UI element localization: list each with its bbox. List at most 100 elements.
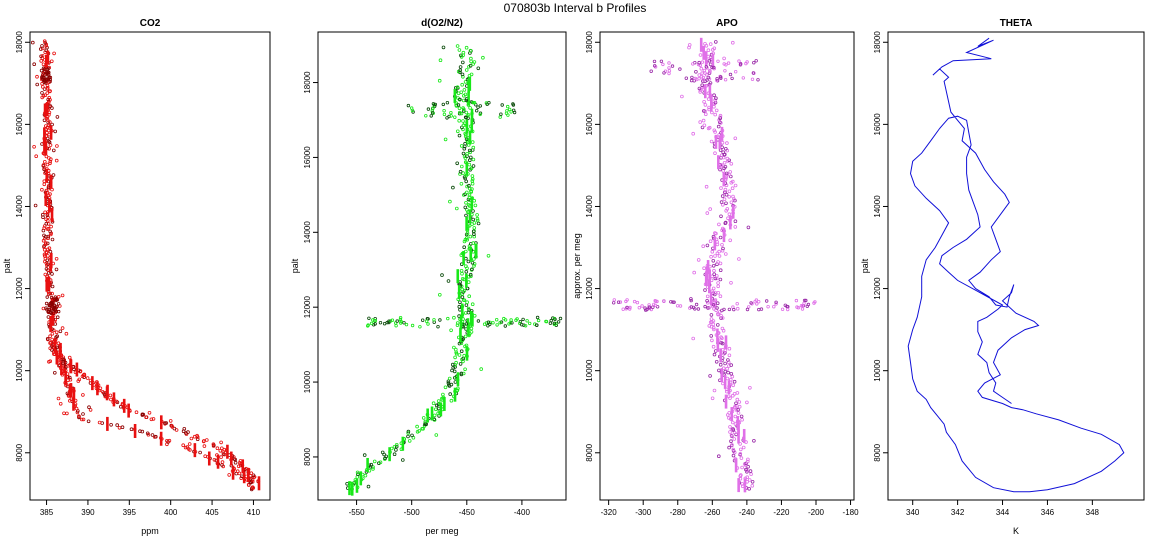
apo-band-point bbox=[786, 307, 790, 312]
co2-data-point bbox=[221, 452, 226, 456]
apo-data-point bbox=[728, 170, 732, 174]
apo-data-point bbox=[744, 467, 748, 472]
co2-data-point bbox=[167, 438, 172, 443]
apo-data-point bbox=[738, 447, 743, 452]
o2n2-data-point bbox=[467, 148, 472, 153]
apo-data-point bbox=[733, 414, 738, 419]
apo-top-point bbox=[704, 65, 708, 69]
apo-data-point bbox=[708, 62, 713, 67]
co2-data-point bbox=[42, 237, 47, 241]
o2n2-data-point bbox=[453, 355, 457, 360]
o2n2-top-point bbox=[410, 108, 415, 113]
o2n2-data-point bbox=[466, 203, 471, 207]
o2n2-data-point bbox=[464, 190, 469, 195]
co2-data-point bbox=[56, 396, 61, 401]
apo-band-point bbox=[649, 307, 653, 312]
o2n2-data-point bbox=[440, 273, 444, 277]
o2n2-data-point bbox=[466, 280, 471, 284]
apo-data-point bbox=[702, 100, 706, 104]
o2n2-data-point bbox=[472, 264, 476, 268]
apo-data-point bbox=[711, 319, 716, 323]
apo-data-point bbox=[710, 338, 714, 343]
apo-data-point bbox=[720, 326, 725, 331]
o2n2-data-point bbox=[457, 133, 462, 138]
o2n2-top-point bbox=[458, 97, 462, 102]
apo-data-point bbox=[701, 118, 706, 123]
co2-data-point bbox=[163, 421, 167, 425]
apo-data-point bbox=[714, 359, 719, 364]
apo-data-point bbox=[698, 120, 702, 124]
apo-data-point bbox=[730, 40, 735, 45]
o2n2-data-point bbox=[458, 65, 463, 69]
o2n2-data-point bbox=[468, 106, 472, 110]
theta-panel-title: THETA bbox=[1000, 18, 1033, 29]
apo-band-point bbox=[772, 305, 776, 309]
o2n2-data-point bbox=[454, 206, 459, 211]
co2-data-point bbox=[222, 447, 227, 452]
apo-data-point bbox=[697, 73, 702, 77]
o2n2-data-point bbox=[465, 300, 469, 305]
apo-band-point bbox=[628, 307, 632, 311]
o2n2-data-point bbox=[463, 141, 467, 146]
o2n2-band-point bbox=[491, 321, 495, 325]
co2-data-point bbox=[35, 82, 39, 87]
co2-data-point bbox=[74, 406, 79, 411]
o2n2-data-point bbox=[432, 413, 437, 418]
co2-plot-frame bbox=[29, 31, 271, 501]
co2-data-point bbox=[55, 144, 59, 148]
o2n2-y-tick-label: 16000 bbox=[303, 146, 312, 169]
apo-data-point bbox=[746, 225, 751, 230]
co2-data-point bbox=[44, 43, 48, 48]
apo-band-point bbox=[651, 305, 655, 309]
o2n2-data-point bbox=[421, 426, 425, 431]
o2n2-data-point bbox=[463, 92, 468, 97]
apo-data-point bbox=[709, 313, 714, 317]
o2n2-data-point bbox=[467, 158, 472, 163]
co2-data-point bbox=[50, 237, 55, 242]
apo-data-point bbox=[729, 280, 733, 285]
apo-band-point bbox=[813, 300, 817, 304]
apo-band-point bbox=[732, 307, 736, 312]
apo-band-point bbox=[635, 300, 640, 305]
co2-y-tick-label: 8000 bbox=[15, 443, 24, 461]
co2-data-point bbox=[232, 457, 237, 461]
o2n2-data-point bbox=[410, 433, 414, 438]
apo-band-point bbox=[802, 301, 806, 306]
o2n2-band-point bbox=[523, 324, 528, 328]
o2n2-data-point bbox=[457, 304, 462, 309]
co2-data-point bbox=[49, 59, 54, 64]
co2-top-point bbox=[48, 79, 52, 84]
o2n2-top-point bbox=[508, 107, 512, 112]
co2-data-point bbox=[47, 156, 51, 160]
apo-data-point bbox=[729, 371, 734, 376]
apo-data-point bbox=[723, 220, 728, 225]
o2n2-data-point bbox=[465, 152, 469, 156]
apo-x-tick-label: -200 bbox=[808, 508, 825, 517]
apo-top-point bbox=[728, 72, 733, 77]
o2n2-data-point bbox=[406, 429, 411, 434]
co2-data-point bbox=[86, 419, 91, 424]
apo-top-point bbox=[667, 69, 672, 73]
apo-data-point bbox=[719, 163, 724, 167]
co2-data-point bbox=[67, 355, 72, 360]
apo-data-point bbox=[712, 272, 716, 277]
o2n2-data-point bbox=[472, 198, 477, 203]
o2n2-band-point bbox=[366, 323, 370, 327]
apo-top-point bbox=[661, 62, 665, 67]
co2-data-point bbox=[55, 345, 59, 350]
apo-data-point bbox=[733, 136, 738, 141]
o2n2-band-point bbox=[424, 319, 429, 323]
o2n2-data-point bbox=[471, 241, 476, 245]
co2-data-point bbox=[40, 187, 44, 192]
o2n2-band-point bbox=[515, 317, 519, 321]
co2-data-point bbox=[47, 140, 52, 145]
o2n2-data-point bbox=[463, 311, 468, 315]
o2n2-band-point bbox=[498, 321, 502, 325]
o2n2-data-point bbox=[460, 276, 465, 281]
o2n2-data-point bbox=[470, 267, 474, 272]
o2n2-band-point bbox=[556, 320, 561, 324]
co2-data-point bbox=[42, 254, 47, 258]
apo-y-tick-label: 8000 bbox=[585, 443, 594, 461]
apo-data-point bbox=[700, 125, 705, 130]
apo-data-point bbox=[716, 284, 720, 289]
